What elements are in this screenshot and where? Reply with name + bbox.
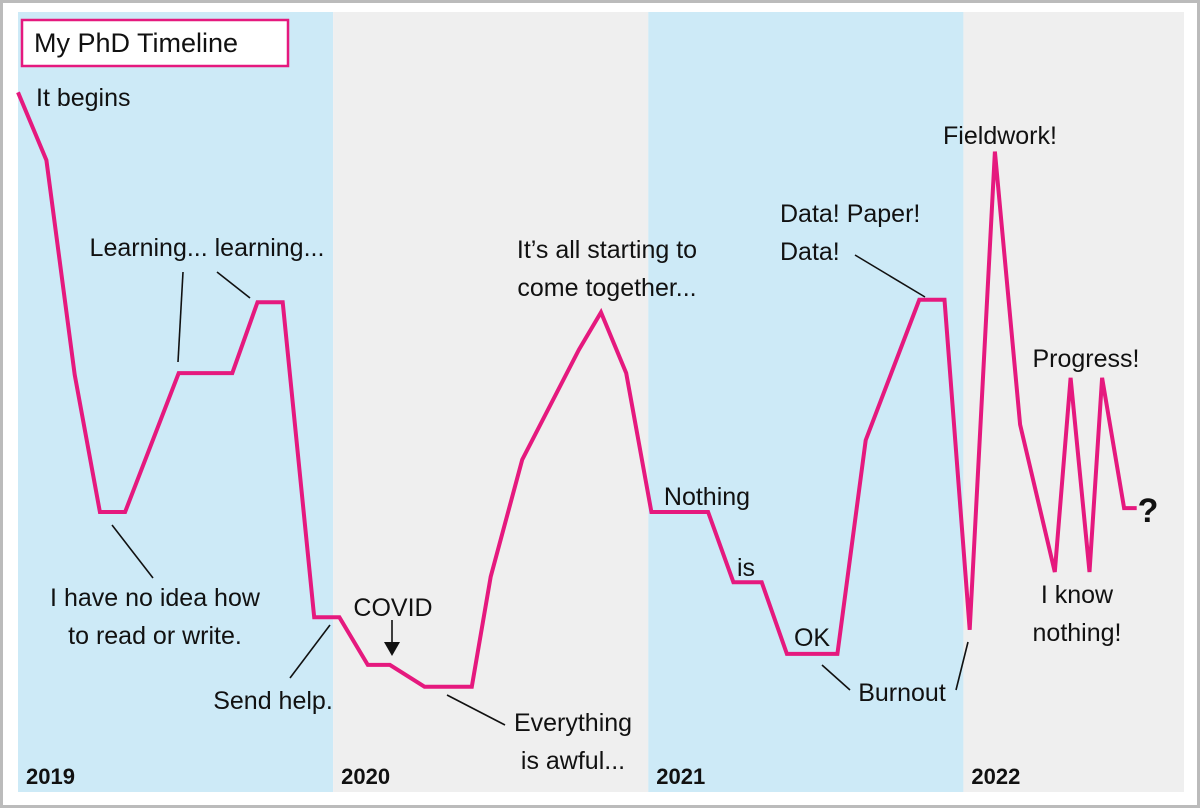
annotation: Learning... learning...: [90, 234, 325, 262]
x-tick-label: 2022: [971, 764, 1020, 789]
leader-line: [289, 624, 331, 679]
annotation: Burnout: [858, 679, 946, 707]
annotation: to read or write.: [68, 622, 242, 650]
year-band: [648, 12, 964, 792]
x-tick-label: 2021: [656, 764, 705, 789]
title-box: [20, 18, 290, 68]
annotation: I know: [1041, 581, 1114, 609]
annotation: It begins: [36, 84, 131, 112]
annotation: is: [737, 554, 755, 582]
plot: 2019 2020 2021 2022 It begins Learning... lea…: [16, 84, 1159, 789]
annotation: Progress!: [1033, 345, 1140, 373]
leader-line: [854, 254, 926, 298]
timeline-line: [16, 91, 1137, 689]
annotation: Fieldwork!: [943, 122, 1057, 150]
annotation: is awful...: [521, 747, 625, 775]
leader-line: [955, 641, 969, 691]
leader-line: [446, 694, 506, 726]
annotation: Data!: [780, 238, 840, 266]
annotation: It’s all starting to: [517, 236, 697, 264]
leader-line: [821, 664, 851, 691]
chart-title: My PhD Timeline: [34, 28, 238, 58]
annotation: nothing!: [1033, 619, 1122, 647]
leader-line: [111, 524, 154, 579]
annotation: Everything: [514, 709, 632, 737]
annotation: I have no idea how: [50, 584, 261, 612]
annotation: Nothing: [664, 483, 750, 511]
x-tick-label: 2020: [341, 764, 390, 789]
leader-line: [216, 271, 251, 299]
annotation: come together...: [517, 274, 696, 302]
year-band: [333, 12, 649, 792]
leader-line: [177, 271, 184, 363]
annotation: COVID: [353, 594, 432, 622]
annotation: ?: [1138, 492, 1159, 530]
annotation: OK: [794, 624, 830, 652]
bands: [18, 12, 1184, 792]
annotation: Send help.: [213, 687, 333, 715]
arrow-head: [384, 642, 400, 656]
leader-lines: [111, 254, 969, 726]
annotation: Data! Paper!: [780, 200, 920, 228]
year-band: [18, 12, 334, 792]
x-tick-label: 2019: [26, 764, 75, 789]
